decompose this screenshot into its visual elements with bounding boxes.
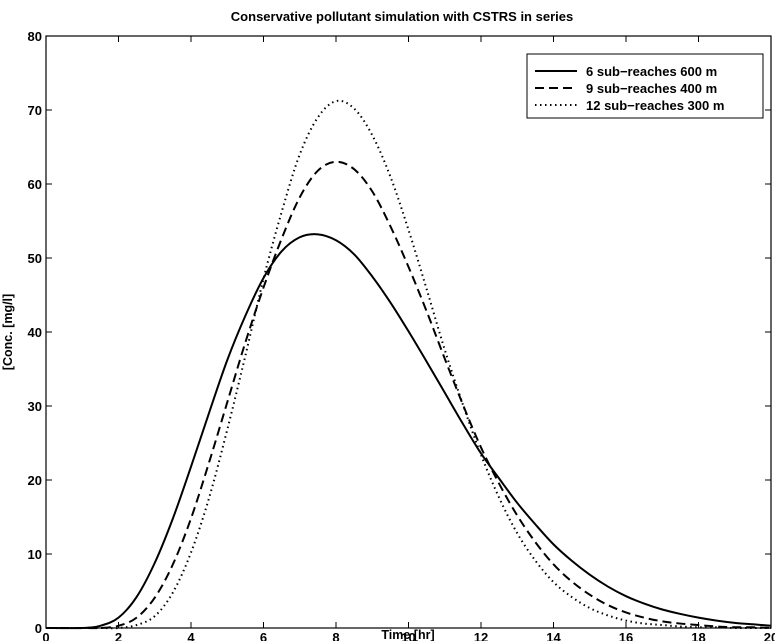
legend-label-6: 6 sub−reaches 600 m	[586, 64, 717, 79]
series-lines	[45, 99, 772, 630]
series-line-12-sub-reaches	[46, 99, 771, 630]
x-tick-label: 2	[115, 630, 122, 641]
legend-box	[526, 53, 764, 119]
x-tick-label: 16	[619, 630, 633, 641]
x-tick-label: 0	[42, 630, 49, 641]
x-tick-label: 20	[764, 630, 775, 641]
y-tick-label: 30	[28, 399, 42, 414]
x-tick-label: 6	[260, 630, 267, 641]
y-tick-label: 20	[28, 473, 42, 488]
x-tick-label: 12	[474, 630, 488, 641]
series-line-9-sub-reaches	[46, 160, 772, 630]
y-tick-label: 80	[28, 29, 42, 44]
y-tick-label: 10	[28, 547, 42, 562]
x-axis-label: Time [hr]	[381, 628, 434, 641]
x-tick-label: 10	[401, 630, 415, 641]
legend: 6 sub−reaches 600 m 9 sub−reaches 400 m …	[526, 53, 764, 119]
y-tick-label: 0	[35, 621, 42, 636]
legend-label-12: 12 sub−reaches 300 m	[586, 98, 724, 113]
x-tick-label: 14	[546, 630, 561, 641]
legend-label-9: 9 sub−reaches 400 m	[586, 81, 717, 96]
x-tick-label: 8	[332, 630, 339, 641]
y-tick-label: 40	[28, 325, 42, 340]
y-tick-label: 50	[28, 251, 42, 266]
y-tick-label: 70	[28, 103, 42, 118]
series-line-6-sub-reaches	[45, 233, 772, 630]
y-tick-label: 60	[28, 177, 42, 192]
axis-ticks: 0 2 4 6 8 10 12 14 16 18 20 0 10 20 30 40 50 60 70 80	[28, 29, 775, 641]
x-tick-label: 4	[187, 630, 195, 641]
y-axis-label: [Conc. [mg/l]	[1, 294, 15, 370]
x-tick-label: 18	[691, 630, 705, 641]
chart-title: Conservative pollutant simulation with C…	[231, 9, 573, 24]
